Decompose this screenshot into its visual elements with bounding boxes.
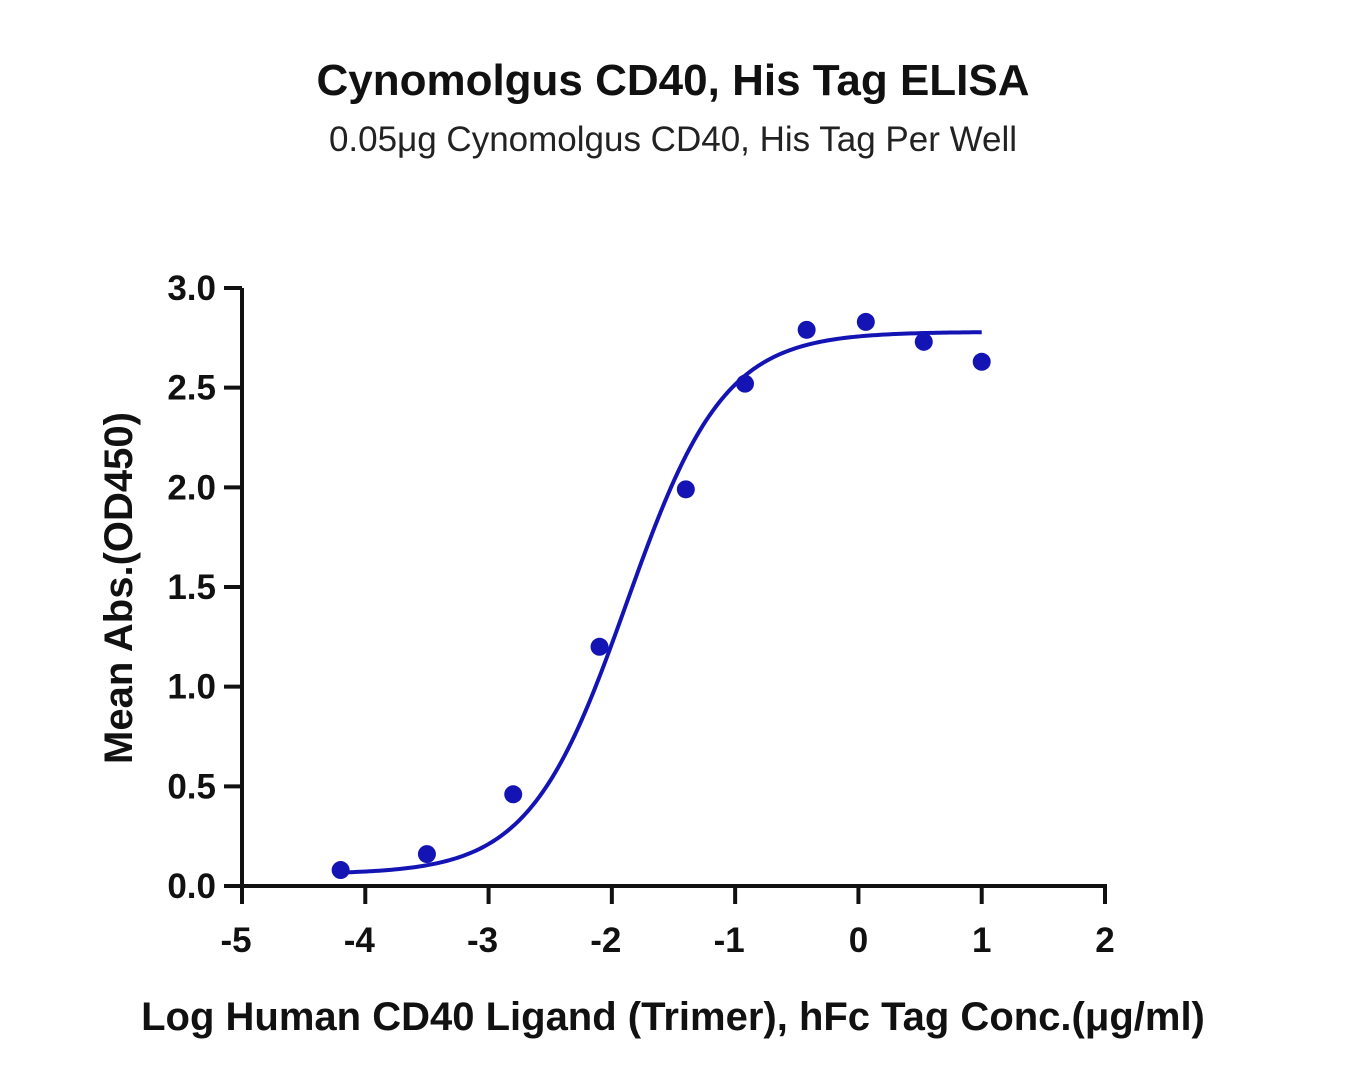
- data-point: [331, 861, 350, 880]
- x-tick-label: -2: [590, 921, 621, 960]
- x-tick-label: 0: [849, 921, 868, 960]
- y-axis-label: Mean Abs.(OD450): [97, 412, 141, 764]
- chart-subtitle: 0.05μg Cynomolgus CD40, His Tag Per Well: [329, 120, 1017, 159]
- x-tick-label: 1: [972, 921, 991, 960]
- x-tick-label: 2: [1095, 921, 1114, 960]
- fit-curve: [340, 330, 982, 875]
- y-tick-label: 3.0: [167, 269, 216, 308]
- chart-title: Cynomolgus CD40, His Tag ELISA: [316, 56, 1029, 105]
- y-axis: 0.0 0.5 1.0 1.5 2.0 2.5 3.0: [167, 269, 244, 906]
- x-tick-label: -5: [220, 921, 251, 960]
- x-axis-label: Log Human CD40 Ligand (Trimer), hFc Tag …: [141, 995, 1205, 1039]
- y-tick-label: 1.5: [167, 568, 216, 607]
- y-tick-label: 2.5: [167, 369, 216, 408]
- data-point: [914, 332, 933, 351]
- data-point: [797, 320, 816, 339]
- data-point: [417, 845, 436, 864]
- data-point: [590, 637, 609, 656]
- fit-curve-layer: [340, 330, 982, 875]
- y-tick-label: 2.0: [167, 468, 216, 507]
- y-tick-label: 0.0: [167, 867, 216, 906]
- x-tick-label: -3: [467, 921, 498, 960]
- y-tick-label: 1.0: [167, 668, 216, 707]
- x-axis: -5 -4 -3 -2 -1 0 1 2: [220, 884, 1115, 960]
- x-tick-label: -4: [344, 921, 376, 960]
- data-points-layer: [331, 312, 991, 880]
- y-tick-label: 0.5: [167, 767, 216, 806]
- data-point: [676, 480, 695, 499]
- data-point: [736, 374, 755, 393]
- data-point: [972, 352, 991, 371]
- data-point: [504, 785, 523, 804]
- x-tick-label: -1: [714, 921, 745, 960]
- data-point: [856, 312, 875, 331]
